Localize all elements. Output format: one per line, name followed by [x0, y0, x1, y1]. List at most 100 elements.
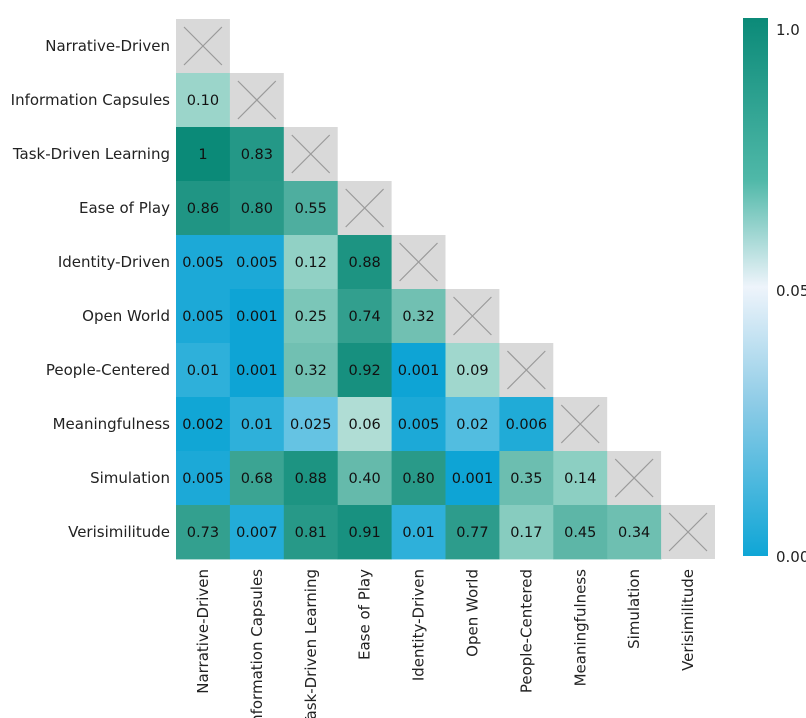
cell-value-label: 0.005 [182, 309, 224, 325]
heatmap-cell [607, 505, 662, 560]
cell-value-label: 0.09 [456, 363, 488, 379]
heatmap-cell [391, 397, 446, 452]
heatmap-cell [337, 343, 392, 398]
colorbar: 1.0 0.05 0.00 [743, 18, 806, 566]
column-label: Ease of Play [356, 569, 374, 660]
cell-value-label: 0.002 [182, 417, 224, 433]
heatmap-cell [229, 127, 285, 182]
heatmap-cell [229, 289, 285, 344]
row-label: Ease of Play [79, 199, 170, 217]
cell-value-label: 0.005 [182, 471, 224, 487]
cell-value-label: 0.77 [456, 525, 488, 541]
cell-value-label: 0.007 [236, 525, 278, 541]
heatmap-cell [337, 235, 392, 290]
diagonal-x-mark [668, 512, 708, 552]
heatmap-cell [176, 343, 231, 398]
row-label: Narrative-Driven [45, 37, 170, 55]
column-labels: Narrative-Driven Information Capsules Task… [194, 569, 697, 718]
cell-value-label: 0.025 [290, 417, 332, 433]
heatmap-cell [283, 343, 339, 398]
cell-value-label: 0.34 [618, 525, 650, 541]
diagonal-x-mark [237, 80, 277, 120]
cell-value-label: 0.40 [349, 471, 381, 487]
cell-value-label: 0.14 [564, 471, 596, 487]
heatmap-cell [337, 289, 392, 344]
heatmap-cell [391, 451, 446, 506]
column-label: Open World [463, 569, 481, 657]
cell-value-label: 0.02 [456, 417, 488, 433]
cell-value-label: 0.17 [510, 525, 542, 541]
cell-value-label: 0.88 [295, 471, 327, 487]
cell-value-label: 0.81 [295, 525, 327, 541]
row-label: Meaningfulness [53, 415, 171, 433]
cell-value-label: 0.45 [564, 525, 596, 541]
heatmap-cell [229, 505, 285, 560]
row-label: Simulation [90, 469, 170, 487]
cell-value-label: 0.10 [187, 93, 219, 109]
heatmap-cell [176, 235, 231, 290]
heatmap-cell [283, 397, 339, 452]
row-labels: Narrative-Driven Information Capsules Task… [11, 37, 171, 541]
cell-value-label: 0.001 [236, 309, 278, 325]
cell-value-label: 0.01 [241, 417, 273, 433]
cell-value-label: 0.83 [241, 147, 273, 163]
heatmap-cell [176, 397, 231, 452]
heatmap-cell [445, 397, 500, 452]
cell-value-label: 0.001 [452, 471, 494, 487]
heatmap-cell [391, 343, 446, 398]
colorbar-gradient [743, 18, 768, 556]
cell-value-label: 0.73 [187, 525, 219, 541]
column-label: Identity-Driven [410, 569, 428, 681]
heatmap-cell [283, 451, 339, 506]
column-label: Meaningfulness [571, 569, 589, 687]
cell-value-label: 0.001 [398, 363, 440, 379]
heatmap-cell [229, 181, 285, 236]
cell-value-label: 0.91 [349, 525, 381, 541]
column-label: Simulation [625, 569, 643, 649]
column-label: Task-Driven Learning [302, 569, 320, 718]
column-label: Narrative-Driven [194, 569, 212, 694]
column-label: Verisimilitude [679, 569, 697, 671]
cell-value-label: 0.88 [349, 255, 381, 271]
cell-value-label: 0.005 [398, 417, 440, 433]
diagonal-x-mark [291, 134, 331, 174]
cell-value-label: 0.35 [510, 471, 542, 487]
cell-value-label: 0.55 [295, 201, 327, 217]
diagonal-x-mark [560, 404, 600, 444]
diagonal-x-mark [345, 188, 385, 228]
colorbar-tick-label: 0.05 [776, 282, 806, 300]
heatmap-cell [229, 451, 285, 506]
heatmap-cell [391, 505, 446, 560]
heatmap-cell [445, 451, 500, 506]
heatmap-cell [337, 397, 392, 452]
cell-value-label: 0.92 [349, 363, 381, 379]
heatmap-cell [445, 505, 500, 560]
cell-value-label: 0.006 [506, 417, 548, 433]
cell-value-label: 0.001 [236, 363, 278, 379]
cell-value-label: 0.01 [402, 525, 434, 541]
colorbar-tick-label: 1.0 [776, 21, 800, 39]
heatmap-cell [283, 181, 339, 236]
heatmap-cell [553, 505, 608, 560]
heatmap-cell [283, 505, 339, 560]
cell-value-label: 0.86 [187, 201, 219, 217]
row-label: Task-Driven Learning [12, 145, 170, 163]
heatmap-cell [445, 343, 500, 398]
diagonal-x-mark [506, 350, 546, 390]
cell-value-label: 0.25 [295, 309, 327, 325]
diagonal-x-mark [614, 458, 654, 498]
heatmap-cell [499, 397, 554, 452]
heatmap-cell [283, 289, 339, 344]
diagonal-x-mark [399, 242, 438, 282]
heatmap-cell [499, 451, 554, 506]
column-label: Information Capsules [248, 569, 266, 718]
heatmap-grid: 0.10 1 0.83 0.86 0.80 0.55 0.005 0.005 0.12 0.88 0… [176, 19, 715, 560]
heatmap-cell [176, 73, 231, 128]
cell-value-label: 0.005 [236, 255, 278, 271]
cell-value-label: 0.68 [241, 471, 273, 487]
row-label: Open World [82, 307, 170, 325]
cell-value-label: 0.01 [187, 363, 219, 379]
heatmap-cell [176, 289, 231, 344]
heatmap-cell [337, 451, 392, 506]
